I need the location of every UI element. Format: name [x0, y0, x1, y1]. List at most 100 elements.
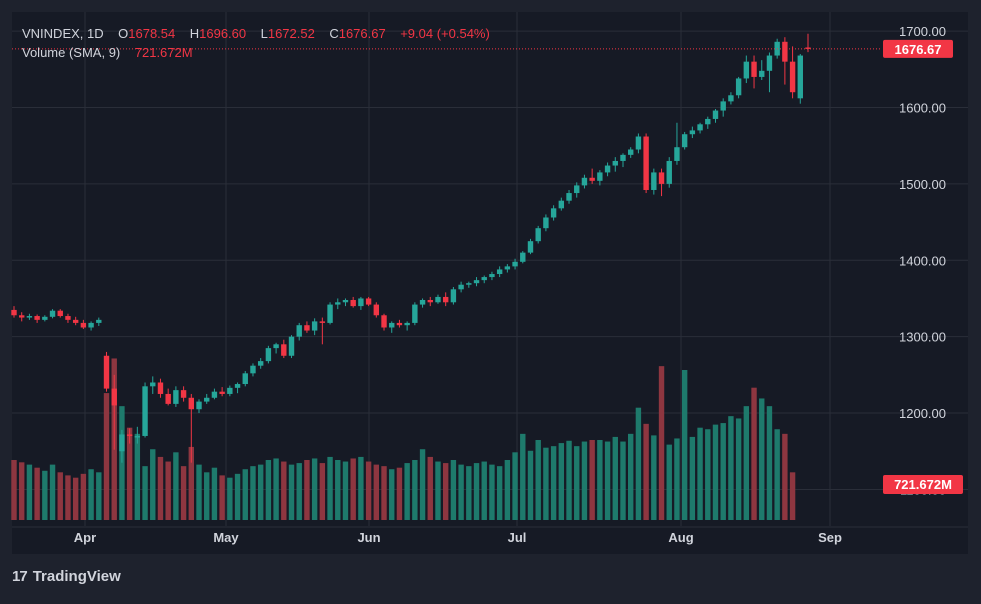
volume-bar [720, 423, 726, 520]
candle-body [242, 373, 248, 385]
candle-body [265, 348, 272, 362]
volume-bar [180, 466, 187, 520]
legend-volume-row: Volume (SMA, 9) 721.672M [22, 43, 490, 62]
volume-bar [450, 460, 457, 520]
candle-body [281, 344, 287, 356]
legend-volume-value: 721.672M [134, 45, 193, 60]
volume-bar [342, 461, 349, 520]
volume-bar [234, 473, 241, 520]
candle-body [628, 149, 634, 155]
volume-bar [473, 463, 480, 520]
volume-bar [620, 441, 626, 520]
plot-area [12, 12, 968, 554]
volume-bar [658, 366, 665, 520]
volume-bar [697, 427, 703, 520]
volume-bar [311, 458, 318, 520]
candle-body [458, 284, 464, 290]
volume-bar [597, 440, 603, 520]
volume-bar [358, 456, 364, 520]
x-tick-label: Apr [74, 530, 96, 545]
volume-bar [150, 449, 156, 520]
candle-body [612, 160, 618, 166]
candle-body [674, 147, 680, 161]
tradingview-brand: TradingView [32, 568, 121, 585]
candle-body [119, 434, 125, 452]
candle-body [735, 78, 742, 96]
volume-bar [396, 467, 403, 520]
candle-body [350, 299, 356, 307]
x-tick-label: May [213, 530, 239, 545]
volume-bar [250, 466, 256, 520]
volume-bar [635, 407, 642, 520]
candle-body [504, 266, 511, 270]
volume-bar [350, 458, 356, 520]
volume-bar [96, 472, 102, 520]
legend-low-label: L [260, 26, 268, 41]
volume-bar [288, 464, 295, 520]
candle-body [527, 241, 534, 253]
volume-bar [728, 416, 734, 520]
y-tick-label: 1500.00 [899, 177, 946, 192]
candle-body [80, 322, 87, 328]
volume-bar [743, 406, 750, 520]
volume-bar [157, 456, 164, 520]
candle-body [296, 325, 302, 337]
candle-body [358, 298, 364, 307]
candle-body [520, 252, 526, 262]
volume-bar [365, 461, 372, 520]
candle-body [150, 382, 156, 387]
volume-bar [574, 446, 580, 520]
volume-bar [520, 433, 526, 520]
y-tick-label: 1300.00 [899, 330, 946, 345]
volume-bar [589, 440, 595, 520]
candle-body [728, 95, 734, 102]
volume-bar [628, 433, 634, 520]
volume-bar [604, 441, 611, 520]
legend-volume-label[interactable]: Volume (SMA, 9) [22, 45, 121, 60]
price-label-badge[interactable]: 1676.67 [883, 39, 953, 58]
volume-bar [766, 406, 773, 520]
candle-body [335, 302, 341, 305]
volume-label-badge[interactable]: 721.672M [883, 475, 963, 494]
tradingview-logo[interactable]: 17 TradingView [12, 568, 121, 585]
candle-body [180, 390, 187, 398]
volume-bar [543, 447, 549, 520]
legend-ohlc-row: VNINDEX, 1D O1678.54 H1696.60 L1672.52 C… [22, 24, 490, 43]
candle-body [196, 401, 202, 410]
legend-open: 1678.54 [128, 26, 176, 41]
volume-bar [188, 446, 194, 520]
legend-low: 1672.52 [267, 26, 315, 41]
candle-body [743, 61, 750, 79]
candle-body [689, 130, 696, 135]
volume-bar [304, 460, 310, 520]
volume-bar [512, 452, 518, 520]
candle-body [604, 165, 611, 173]
candle-body [797, 55, 803, 99]
volume-bar [196, 464, 202, 520]
candle-body [496, 269, 503, 275]
candle-body [766, 55, 773, 71]
volume-bar [34, 467, 40, 520]
candle-body [442, 296, 449, 303]
candle-body [512, 261, 518, 267]
volume-bar [535, 440, 541, 520]
volume-bar [204, 472, 210, 520]
volume-bar [389, 469, 395, 520]
candle-body [805, 47, 811, 49]
volume-bar [134, 433, 141, 520]
candle-body [57, 310, 63, 317]
candle-body [566, 193, 572, 201]
price-label: 1676.67 [895, 42, 942, 57]
volume-bar [643, 423, 649, 520]
candle-body [597, 172, 603, 181]
candle-body [782, 41, 788, 62]
volume-bar [211, 467, 218, 520]
candle-body [589, 177, 595, 181]
candle-body [651, 172, 657, 190]
volume-bar [173, 452, 179, 520]
volume-bar [412, 460, 418, 520]
candle-body [304, 325, 310, 331]
volume-bar [489, 464, 495, 520]
legend-symbol[interactable]: VNINDEX, 1D [22, 26, 104, 41]
